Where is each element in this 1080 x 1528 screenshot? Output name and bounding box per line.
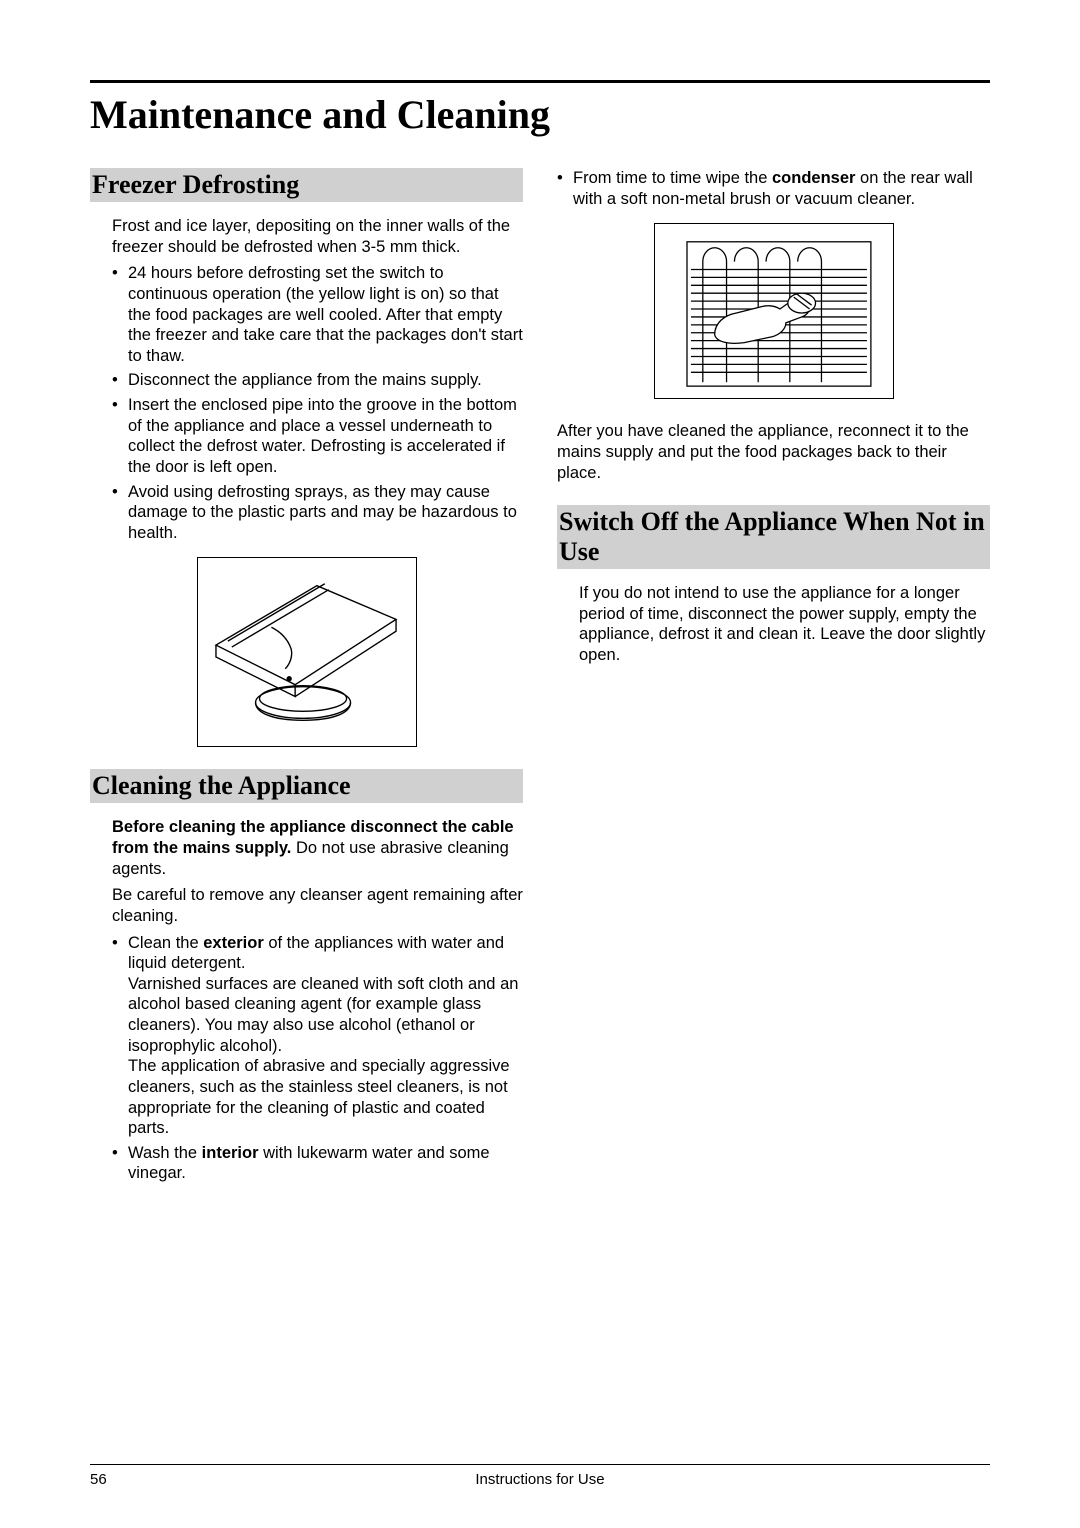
cleaning-exterior: Clean the exterior of the appliances wit… [112,933,523,1139]
ext-bold: exterior [203,934,264,952]
int-a: Wash the [128,1144,202,1162]
page-footer: 56 Instructions for Use [90,1464,990,1488]
footer-label: Instructions for Use [90,1471,990,1488]
heading-freezer-defrosting: Freezer Defrosting [90,168,523,202]
cond-bold: condenser [772,169,855,187]
after-clean-text: After you have cleaned the appliance, re… [557,421,990,483]
cleaning-bullets: Clean the exterior of the appliances wit… [112,933,523,1185]
condenser-bullet: From time to time wipe the condenser on … [557,168,990,209]
figure-condenser-clean [654,223,894,399]
cleaning-remove-agent: Be careful to remove any cleanser agent … [112,885,523,926]
int-bold: interior [202,1144,259,1162]
defrost-b2: Disconnect the appliance from the mains … [112,370,523,391]
heading-switch-off: Switch Off the Appliance When Not in Use [557,505,990,569]
two-column-layout: Freezer Defrosting Frost and ice layer, … [90,168,990,1192]
ext-c: Varnished surfaces are cleaned with soft… [128,975,518,1055]
defrost-b1: 24 hours before defrosting set the switc… [112,263,523,366]
cond-a: From time to time wipe the [573,169,772,187]
switch-off-body: If you do not intend to use the applianc… [579,583,990,666]
cleaning-warning: Before cleaning the appliance disconnect… [112,817,523,879]
heading-cleaning-appliance: Cleaning the Appliance [90,769,523,803]
defrost-b3: Insert the enclosed pipe into the groove… [112,395,523,478]
left-column: Freezer Defrosting Frost and ice layer, … [90,168,523,1192]
spacer [557,489,990,505]
page-title: Maintenance and Cleaning [90,91,990,138]
cleaning-interior: Wash the interior with lukewarm water an… [112,1143,523,1184]
condenser-item: From time to time wipe the condenser on … [557,168,990,209]
top-rule [90,80,990,83]
defrost-bullets: 24 hours before defrosting set the switc… [112,263,523,543]
defrost-intro: Frost and ice layer, depositing on the i… [112,216,523,257]
figure-defrost-tray [197,557,417,747]
ext-a: Clean the [128,934,203,952]
defrost-b4: Avoid using defrosting sprays, as they m… [112,482,523,544]
right-column: From time to time wipe the condenser on … [557,168,990,1192]
ext-d: The application of abrasive and speciall… [128,1057,510,1137]
